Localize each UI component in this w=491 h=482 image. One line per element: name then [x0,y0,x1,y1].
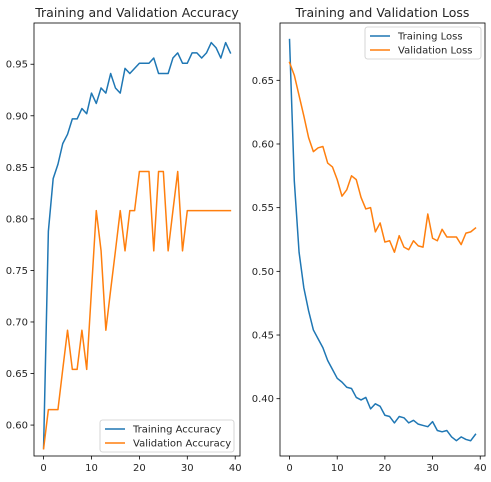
legend-label-validation: Validation Loss [398,46,473,57]
y-tick-label: 0.90 [6,111,28,122]
x-tick-label: 0 [286,463,292,474]
legend-label-validation: Validation Accuracy [133,439,231,450]
x-tick-label: 40 [229,463,242,474]
axes-frame [279,22,486,457]
series-line-training [288,38,477,442]
axes-frame [33,22,241,457]
y-tick-label: 0.40 [252,394,274,405]
series-line-validation [288,61,477,253]
x-tick-label: 30 [181,463,194,474]
y-tick-label: 0.75 [6,266,28,277]
y-tick-label: 0.70 [6,317,28,328]
accuracy-panel: Training and Validation Accuracy 0 10 20 30 4… [6,5,242,474]
series-line-training [42,41,232,449]
legend-label-training: Training Loss [397,32,463,43]
x-tick-label: 0 [40,463,46,474]
x-tick-label: 20 [379,463,392,474]
y-tick-label: 0.50 [252,267,274,278]
x-tick-label: 40 [474,463,487,474]
legend-box [364,26,482,60]
legend-box [99,419,235,453]
x-tick-label: 20 [133,463,146,474]
y-tick-label: 0.65 [6,369,28,380]
y-tick-label: 0.80 [6,214,28,225]
x-tick-label: 10 [85,463,98,474]
y-tick-label: 0.60 [6,421,28,432]
loss-panel: Training and Validation Loss 0 10 20 30 40 0.4… [252,5,487,474]
series-line-validation [42,170,232,450]
chart-title: Training and Validation Loss [295,5,470,20]
y-tick-label: 0.55 [252,203,274,214]
y-tick-label: 0.85 [6,163,28,174]
x-tick-label: 10 [331,463,344,474]
y-tick-label: 0.45 [252,331,274,342]
chart-title: Training and Validation Accuracy [34,5,239,20]
y-tick-label: 0.95 [6,60,28,71]
x-tick-label: 30 [426,463,439,474]
y-tick-label: 0.60 [252,139,274,150]
y-tick-label: 0.65 [252,76,274,87]
legend-label-training: Training Accuracy [132,425,221,436]
